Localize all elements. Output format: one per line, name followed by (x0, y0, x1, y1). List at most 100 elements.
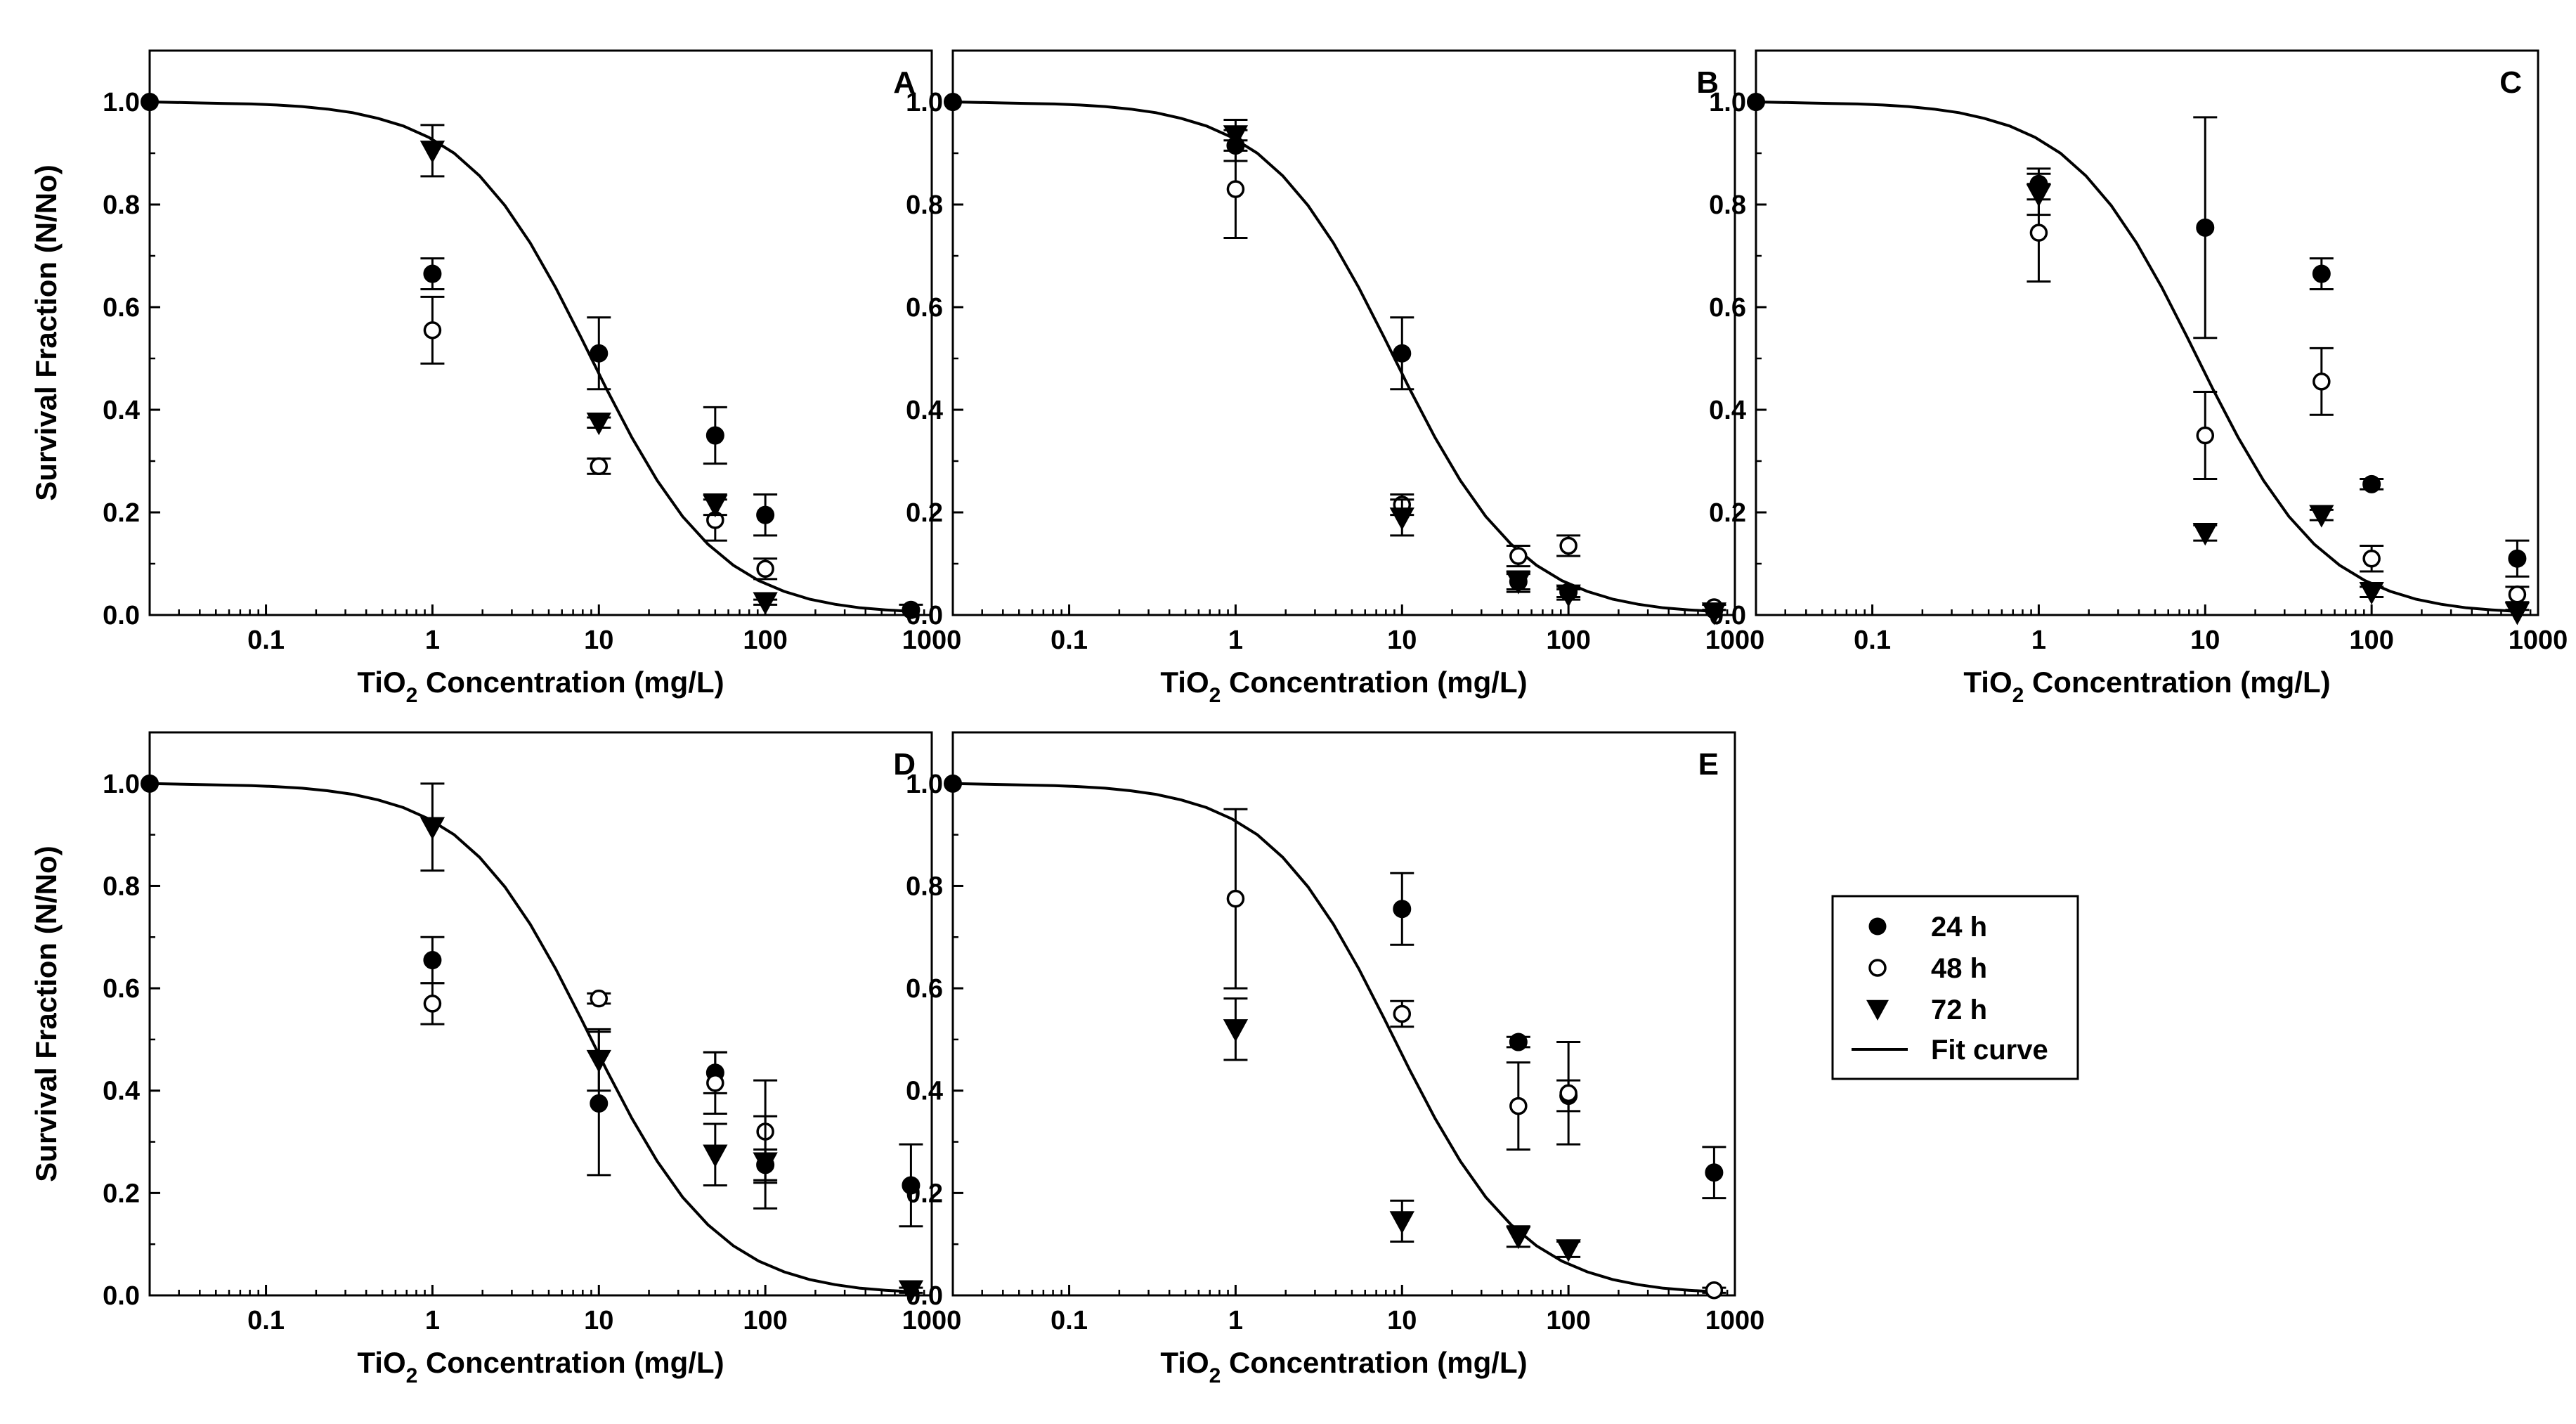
y-tick-label: 0.8 (906, 190, 943, 220)
y-tick-label: 0.0 (906, 601, 943, 630)
x-tick-label: 1000 (902, 1306, 962, 1335)
marker-72h (586, 413, 611, 436)
legend-open-circle-symbol (1868, 959, 1887, 977)
x-axis-label: TiO2 Concentration (mg/L) (357, 1346, 724, 1387)
marker-24h (590, 344, 609, 363)
marker-48h (2508, 585, 2527, 604)
x-axis-label-prefix: TiO (1160, 666, 1209, 699)
fit-curve (952, 782, 1715, 1293)
y-tick-label: 1.0 (1709, 88, 1746, 117)
y-tick-label: 0.0 (103, 1281, 140, 1311)
marker-24h (2312, 264, 2331, 283)
marker-72h (2359, 581, 2384, 605)
plot-frame (951, 731, 1736, 1297)
marker-72h (1556, 1239, 1581, 1262)
series-24h (141, 93, 923, 619)
marker-72h (703, 494, 728, 518)
x-tick-label: 1000 (902, 626, 962, 655)
marker-72h (753, 1152, 778, 1175)
panel-letter: B (1696, 65, 1719, 100)
y-tick-label: 0.6 (103, 974, 140, 1004)
marker-24h (2362, 474, 2381, 493)
series-72h (1223, 997, 1581, 1262)
marker-24h (2196, 218, 2215, 237)
x-axis-label-suffix: Concentration (mg/L) (417, 1346, 724, 1379)
legend-entry: 24 h (1868, 912, 1987, 943)
x-axis-label-prefix: TiO (1160, 1346, 1209, 1379)
legend-entry: 48 h (1868, 953, 1987, 984)
plot-frame (148, 731, 933, 1297)
panel-letter: C (2499, 65, 2522, 100)
marker-48h (2312, 373, 2331, 391)
panel-letter: D (893, 747, 916, 782)
series-72h (2026, 172, 2530, 626)
x-tick-label: 10 (1387, 626, 1417, 655)
y-tick-label: 0.2 (906, 498, 943, 528)
marker-72h (419, 141, 445, 164)
x-axis-label-prefix: TiO (357, 1346, 405, 1379)
x-axis-label-prefix: TiO (357, 666, 405, 699)
y-tick-label: 0.0 (906, 1281, 943, 1311)
marker-48h (1509, 547, 1528, 565)
marker-72h (1223, 1019, 1249, 1042)
x-axis-label-suffix: Concentration (mg/L) (1221, 666, 1527, 699)
plot-frame (951, 49, 1736, 616)
x-axis-label-subscript: 2 (1209, 684, 1221, 707)
panel-letter: A (893, 65, 916, 100)
x-tick-label: 100 (2349, 626, 2393, 655)
series-48h (1223, 808, 1726, 1300)
x-tick-label: 1 (1228, 626, 1243, 655)
x-axis-label: TiO2 Concentration (mg/L) (1160, 1346, 1527, 1387)
chart-panel-d: 0.0 0.2 0.4 0.6 0.8 1.0 0.1 1 10 100 1000 D TiO2 Con… (30, 731, 962, 1387)
y-tick-label: 1.0 (906, 770, 943, 799)
y-tick-label: 0.4 (103, 396, 140, 425)
series-48h (420, 982, 778, 1184)
marker-72h (1556, 584, 1581, 607)
x-tick-label: 10 (584, 626, 613, 655)
legend-label: 72 h (1931, 995, 1987, 1025)
x-axis-label-subscript: 2 (406, 684, 418, 707)
plot-frame (1755, 49, 2539, 616)
x-tick-label: 0.1 (1854, 626, 1891, 655)
x-axis-label-suffix: Concentration (mg/L) (417, 666, 724, 699)
marker-48h (590, 989, 609, 1008)
legend: 24 h 48 h 72 h Fit curve (1831, 895, 2079, 1080)
series-72h (419, 782, 924, 1303)
marker-72h (1506, 571, 1531, 595)
x-tick-label: 1 (1228, 1306, 1243, 1335)
x-tick-label: 1000 (1705, 1306, 1765, 1335)
marker-48h (423, 995, 442, 1013)
marker-48h (1509, 1096, 1528, 1115)
marker-72h (2192, 523, 2218, 546)
marker-48h (590, 457, 609, 476)
x-axis-label-prefix: TiO (1963, 666, 2012, 699)
marker-48h (2029, 224, 2048, 242)
marker-72h (703, 1144, 728, 1167)
legend-label: Fit curve (1931, 1035, 2048, 1066)
x-axis-label-suffix: Concentration (mg/L) (1221, 1346, 1527, 1379)
legend-label: 24 h (1931, 912, 1987, 943)
marker-48h (706, 1074, 724, 1092)
marker-48h (756, 559, 774, 578)
marker-24h (423, 951, 442, 970)
chart-panel-b: 0.0 0.2 0.4 0.6 0.8 1.0 0.1 1 10 100 1000 B TiO2 Con… (906, 49, 1764, 707)
marker-24h (1747, 93, 1765, 111)
legend-label: 48 h (1931, 953, 1987, 984)
marker-24h (590, 1094, 609, 1113)
x-axis-label-subscript: 2 (406, 1364, 418, 1387)
x-tick-label: 0.1 (247, 1306, 285, 1335)
x-axis-label: TiO2 Concentration (mg/L) (357, 666, 724, 707)
marker-24h (705, 426, 724, 445)
x-tick-label: 0.1 (1050, 626, 1088, 655)
marker-48h (1705, 1281, 1724, 1300)
y-tick-label: 0.6 (1709, 293, 1746, 323)
x-tick-label: 10 (2190, 626, 2220, 655)
marker-72h (753, 592, 778, 615)
marker-72h (419, 817, 445, 840)
marker-48h (1393, 1004, 1412, 1023)
x-tick-label: 1 (425, 626, 440, 655)
y-tick-label: 0.6 (906, 293, 943, 323)
marker-24h (902, 1176, 921, 1195)
fit-curve (149, 101, 911, 613)
